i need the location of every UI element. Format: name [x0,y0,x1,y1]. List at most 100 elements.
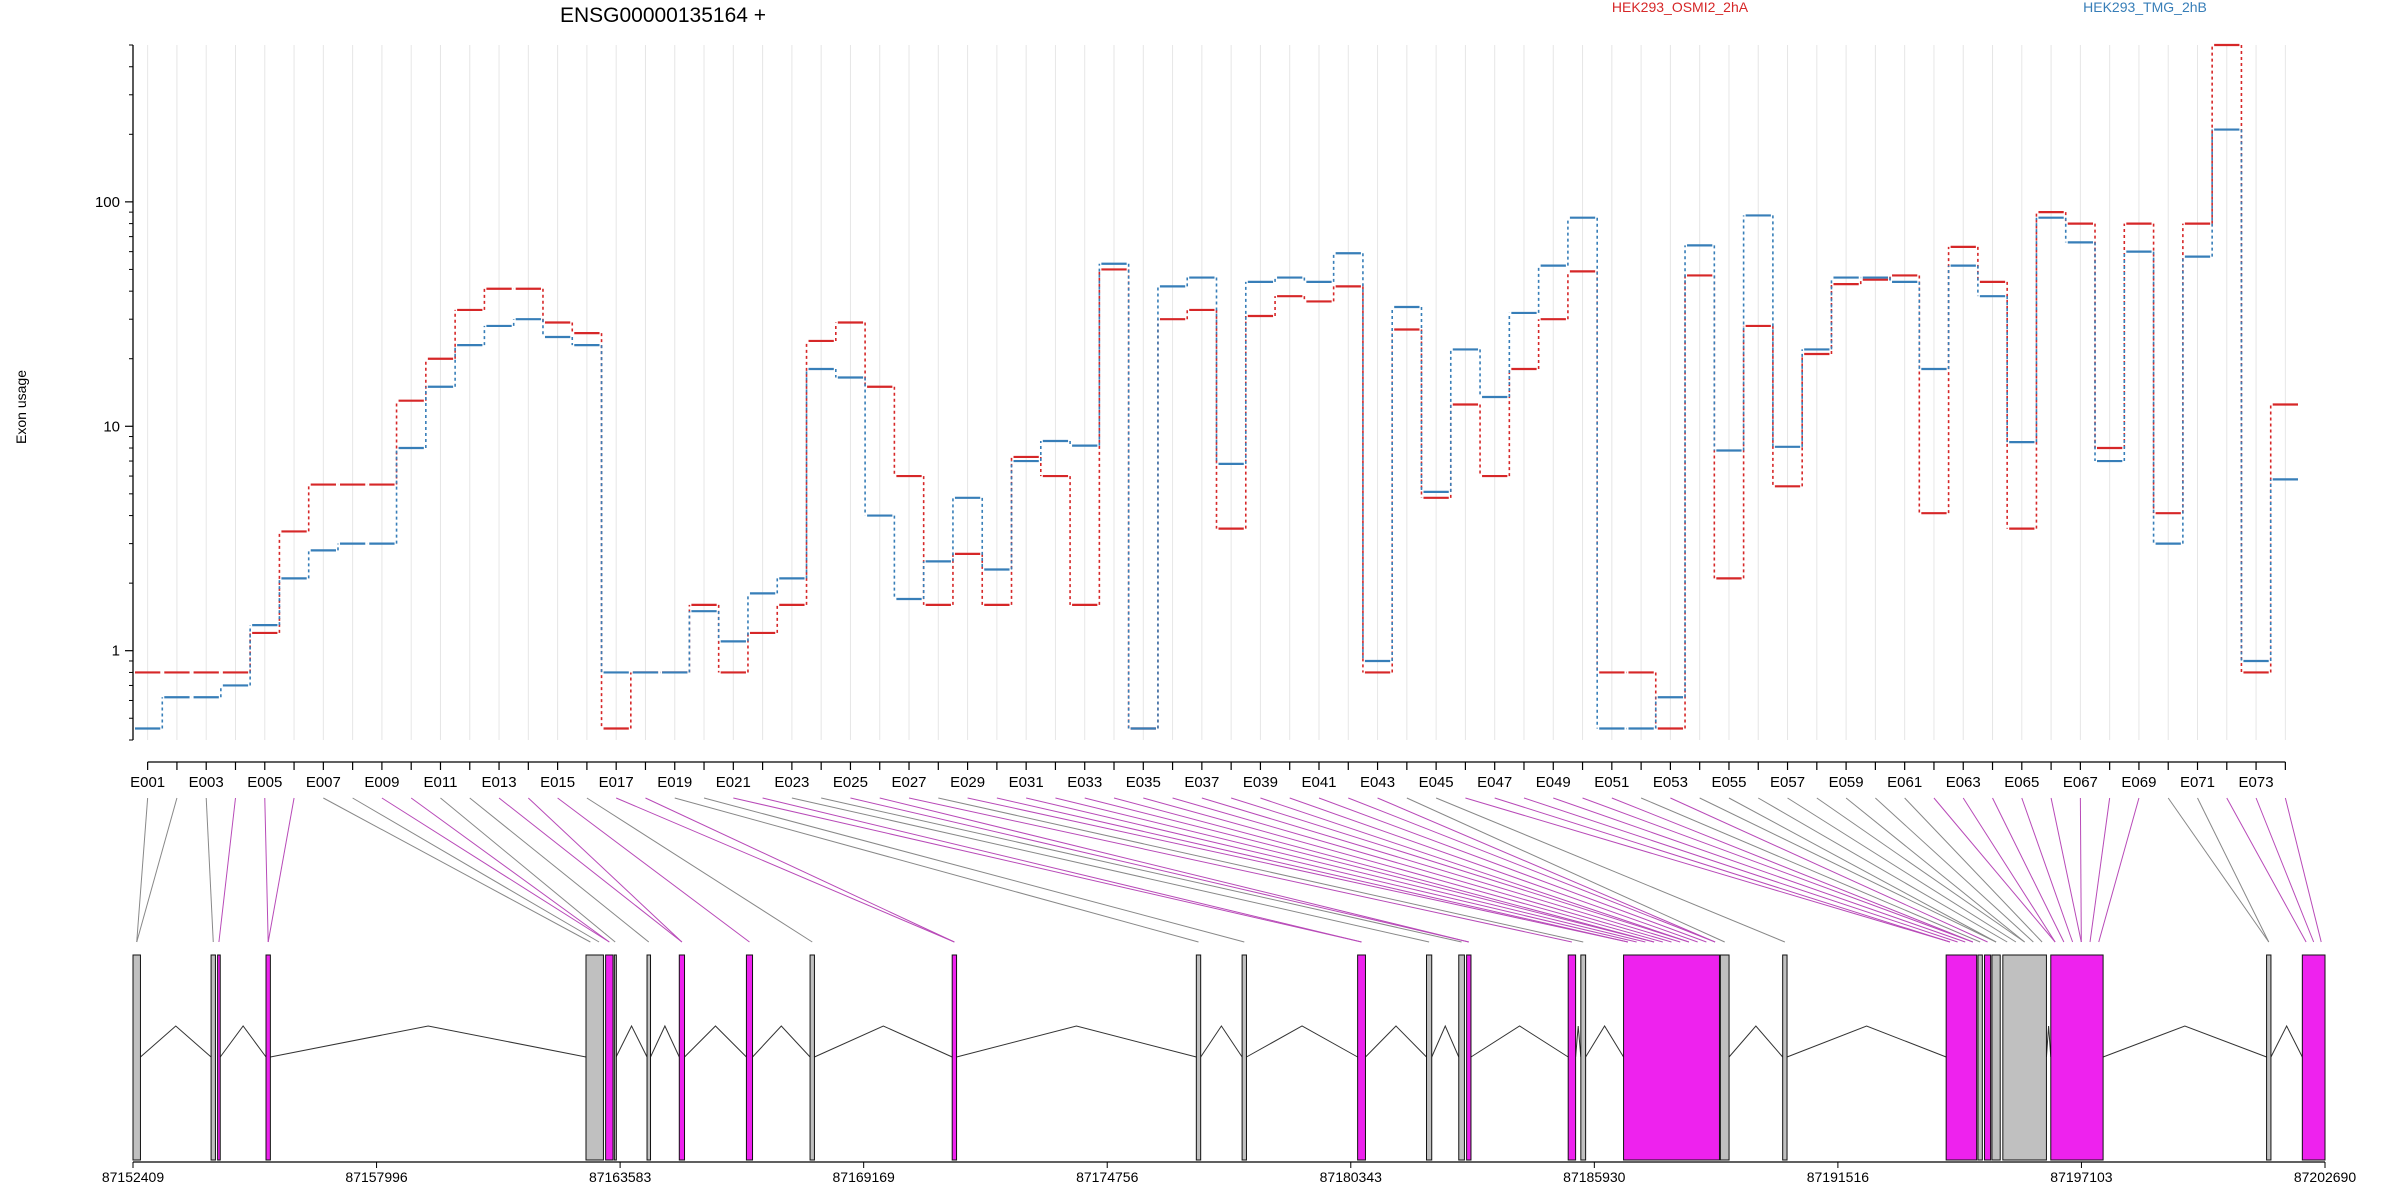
connector-e002 [136,797,178,943]
exon-block-highlighted [2050,954,2104,1161]
plot-gridlines [147,45,2286,740]
connector-e044 [1406,797,1725,943]
intron-line [1575,1025,1582,1058]
x-tick-label-e049: E049 [1536,774,1571,791]
intron-line [140,1025,212,1058]
genomic-tick-label: 87185930 [1563,1169,1626,1185]
connector-e045 [1435,797,1786,943]
intron-line [1365,1025,1427,1058]
exon-block-highlighted [605,954,614,1161]
connector-e049 [1553,797,1966,943]
connector-e043 [1377,797,1716,943]
legend-label-osmi2: HEK293_OSMI2_2hA [1612,0,1749,15]
plot-axes: 1 10 100 E001 E003 E005 E007 E009 E011 E013 E015 E0… [95,44,2286,791]
x-tick-label-e067: E067 [2063,774,2098,791]
x-tick-label-e069: E069 [2121,774,2156,791]
intron-line [1585,1025,1624,1058]
connector-e013 [498,797,683,943]
exon-block [210,954,216,1161]
intron-line [650,1024,680,1058]
exon-block-highlighted [217,954,221,1161]
connector-e033 [1084,797,1655,943]
x-tick-label-e021: E021 [716,774,751,791]
connector-e053 [1670,797,1988,943]
genomic-tick-label: 87157996 [345,1169,408,1185]
connector-e054 [1699,797,1997,943]
genomic-tick-label: 87197103 [2050,1169,2113,1185]
x-tick-label-e071: E071 [2180,774,2215,791]
gene-model [132,954,2326,1161]
connector-e031 [1026,797,1637,943]
connector-e026 [879,797,1469,943]
connector-e009 [381,797,610,943]
x-tick-label-e001: E001 [130,774,165,791]
y-tick-label: 10 [103,418,120,435]
connector-e020 [703,797,1245,943]
connector-e039 [1260,797,1690,943]
exon-block-highlighted [2301,954,2326,1161]
x-tick-label-e063: E063 [1946,774,1981,791]
connector-e051 [1611,797,1974,943]
connector-e074 [2284,797,2322,943]
exon-block-highlighted [1357,954,1366,1161]
plot-series-group [135,43,2298,730]
x-tick-label-e031: E031 [1009,774,1044,791]
x-tick-label-e065: E065 [2004,774,2039,791]
connector-e001 [136,797,149,943]
x-tick-label-e011: E011 [424,774,458,791]
x-tick-label-e007: E007 [306,774,341,791]
connector-e057 [1787,797,2017,943]
exon-block-highlighted [1623,954,1720,1161]
exon-connector-lines [136,797,2322,943]
x-tick-label-e057: E057 [1770,774,1805,791]
connector-e022 [762,797,1362,943]
exon-block-highlighted [265,954,271,1161]
connector-e036 [1172,797,1672,943]
intron-line [1246,1025,1358,1058]
connector-e065 [2021,797,2074,943]
exon-block [646,954,652,1161]
connector-e059 [1845,797,2025,943]
x-tick-label-e053: E053 [1653,774,1688,791]
chart-title: ENSG00000135164 + [560,4,766,27]
exon-block [2002,954,2047,1161]
connector-e025 [850,797,1469,943]
exon-block [132,954,141,1161]
x-tick-label-e033: E033 [1067,774,1102,791]
x-tick-label-e017: E017 [599,774,634,791]
x-tick-label-e041: E041 [1301,774,1336,791]
exon-block [1580,954,1587,1161]
intron-line [1470,1025,1569,1058]
connector-e016 [586,797,813,943]
exon-block [809,954,815,1161]
connector-e021 [733,797,1362,943]
connector-e068 [2089,797,2111,943]
connector-e042 [1348,797,1716,943]
exon-block-highlighted [1984,954,1992,1161]
connector-e028 [938,797,1584,943]
x-tick-label-e035: E035 [1126,774,1161,791]
connector-e055 [1728,797,1997,943]
intron-line [1431,1024,1460,1058]
intron-line [2045,1025,2052,1058]
x-tick-label-e013: E013 [482,774,517,791]
exon-block [1241,954,1247,1161]
exon-block [1458,954,1465,1161]
x-tick-label-e003: E003 [189,774,224,791]
connector-e004 [218,797,236,943]
x-tick-label-e043: E043 [1360,774,1395,791]
intron-line [2102,1025,2267,1058]
intron-line [219,1025,267,1058]
exon-block-highlighted [951,954,958,1161]
x-tick-label-e045: E045 [1419,774,1454,791]
connector-e069 [2098,797,2140,943]
x-tick-label-e051: E051 [1594,774,1629,791]
connector-e023 [791,797,1430,943]
exon-block [1991,954,2001,1161]
connector-e012 [469,797,650,943]
exon-block [585,954,604,1161]
exon-block-highlighted [1945,954,1978,1161]
genomic-tick-label: 87163583 [589,1169,652,1185]
exon-block-highlighted [678,954,686,1161]
